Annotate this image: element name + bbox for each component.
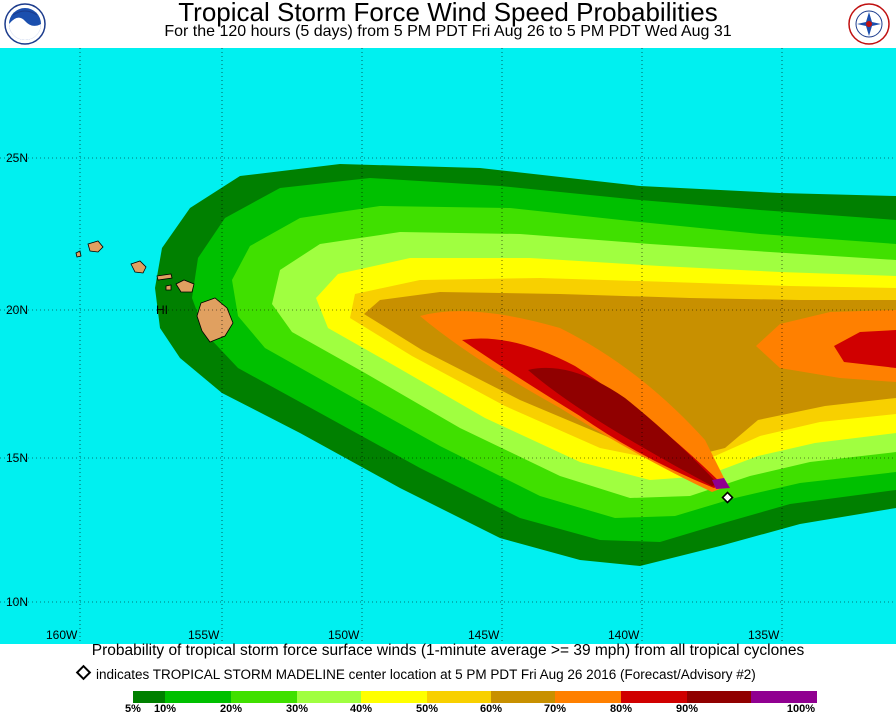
page-subtitle: For the 120 hours (5 days) from 5 PM PDT… [164, 23, 732, 40]
legend-swatch-2 [165, 691, 231, 703]
header: Tropical Storm Force Wind Speed Probabil… [0, 0, 896, 48]
storm-center-marker [721, 491, 734, 504]
diamond-marker-icon [75, 664, 92, 681]
noaa-logo [4, 3, 46, 45]
lon-label-155w: 155W [188, 628, 220, 642]
contour-100-percent [712, 478, 730, 489]
legend-swatch-9 [621, 691, 687, 703]
legend-label-5: 40% [349, 703, 373, 715]
legend-color-bar [133, 691, 817, 703]
marker-note-text: indicates TROPICAL STORM MADELINE center… [96, 667, 756, 682]
legend-swatch-8 [555, 691, 621, 703]
legend-label-2: 10% [153, 703, 177, 715]
legend-label-10: 90% [675, 703, 699, 715]
lon-label-135w: 135W [748, 628, 780, 642]
footer: Probability of tropical storm force surf… [0, 642, 896, 717]
legend-label-6: 50% [415, 703, 439, 715]
contour-70-percent-east [756, 310, 896, 382]
marker-note: indicates TROPICAL STORM MADELINE center… [75, 664, 756, 682]
probability-contours [155, 164, 896, 566]
map-caption: Probability of tropical storm force surf… [91, 642, 805, 659]
island-lanai [165, 284, 172, 291]
island-kauai [87, 240, 104, 253]
legend-label-3: 20% [219, 703, 243, 715]
lon-label-145w: 145W [468, 628, 500, 642]
legend-label-1: 5% [125, 703, 141, 715]
lat-labels: 25N 20N 15N 10N [6, 151, 28, 609]
legend-swatch-7 [491, 691, 555, 703]
lon-label-150w: 150W [328, 628, 360, 642]
legend-label-11: 100% [786, 703, 816, 715]
lat-label-20n: 20N [6, 303, 28, 317]
island-molokai [156, 273, 173, 281]
lon-label-160w: 160W [46, 628, 78, 642]
contour-80-percent-east [834, 330, 896, 368]
legend-swatch-1 [133, 691, 165, 703]
legend-swatch-6 [427, 691, 491, 703]
probability-map: 25N 20N 15N 10N 160W 155W 150W 145W 140W… [0, 48, 896, 644]
legend-swatch-3 [231, 691, 297, 703]
page-title: Tropical Storm Force Wind Speed Probabil… [178, 0, 718, 27]
contour-90-percent [528, 367, 718, 486]
national-weather-service-logo [848, 3, 890, 45]
island-maui [175, 279, 195, 293]
legend-swatch-11 [751, 691, 817, 703]
island-big-island [196, 297, 234, 343]
lat-lon-grid [0, 48, 896, 644]
legend-swatch-10 [687, 691, 751, 703]
legend-label-7: 60% [479, 703, 503, 715]
legend-swatch-5 [361, 691, 427, 703]
lon-labels: 160W 155W 150W 145W 140W 135W [46, 628, 780, 642]
legend-label-9: 80% [609, 703, 633, 715]
lon-label-140w: 140W [608, 628, 640, 642]
hawaii-islands [75, 240, 234, 343]
lat-label-25n: 25N [6, 151, 28, 165]
legend-label-8: 70% [543, 703, 567, 715]
lat-label-15n: 15N [6, 451, 28, 465]
hawaii-label: HI [156, 303, 168, 317]
island-oahu [130, 260, 147, 274]
legend-swatch-4 [297, 691, 361, 703]
legend-label-4: 30% [285, 703, 309, 715]
legend-labels: 5% 10% 20% 30% 40% 50% 60% 70% 80% 90% 100% [0, 703, 896, 717]
lat-label-10n: 10N [6, 595, 28, 609]
